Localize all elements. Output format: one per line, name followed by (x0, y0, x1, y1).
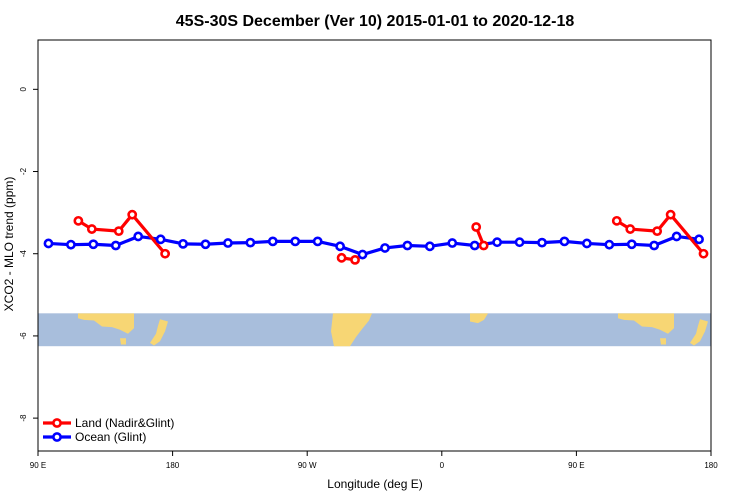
legend-ocean-label: Ocean (Glint) (75, 430, 146, 444)
land-data-point (160, 248, 171, 259)
ocean-data-point (671, 231, 682, 242)
y-tick-label: -6 (19, 332, 28, 340)
land-australia (78, 313, 134, 334)
x-tick-label: 0 (440, 461, 445, 470)
land-africa (470, 313, 488, 324)
land-data-point (127, 209, 138, 220)
ocean-data-point (424, 241, 435, 252)
land-data-point (86, 224, 97, 234)
ocean-data-point (223, 238, 233, 248)
ocean-data-point (267, 236, 278, 247)
map-ocean (38, 313, 711, 347)
land-data-point (336, 252, 347, 263)
ocean-data-point (559, 236, 570, 247)
land-tasmania (660, 338, 666, 345)
y-tick-label: -4 (19, 250, 28, 258)
y-tick-label: -2 (19, 167, 28, 175)
land-data-point (625, 224, 636, 234)
y-axis-label: XCO2 - MLO trend (ppm) (2, 177, 16, 312)
x-tick-label: 90 E (30, 461, 46, 470)
ocean-data-point (43, 238, 54, 249)
ocean-data-point (537, 237, 547, 248)
ocean-data-point (335, 241, 346, 252)
land-data-point (665, 209, 676, 220)
ocean-data-point (312, 236, 323, 247)
chart-title: 45S-30S December (Ver 10) 2015-01-01 to … (176, 13, 575, 30)
legend: Land (Nadir&Glint)Ocean (Glint) (43, 416, 174, 444)
land-new-zealand (150, 319, 168, 346)
ocean-data-point (469, 240, 480, 251)
y-axis: 0 -2 -4 -6 -8 (19, 87, 38, 422)
land-data-point (73, 215, 84, 226)
land-data-point (611, 215, 622, 226)
ocean-data-point (649, 240, 660, 251)
ocean-data-point (245, 237, 256, 248)
ocean-data-point (492, 237, 503, 248)
ocean-data-point (133, 231, 144, 242)
land-data-point (471, 222, 482, 232)
land-data-point (113, 226, 124, 237)
land-data-point (698, 248, 709, 259)
ocean-data-point (604, 239, 615, 250)
legend-land-label: Land (Nadir&Glint) (75, 416, 174, 430)
ocean-data-point (88, 239, 99, 250)
ocean-data-point (626, 239, 637, 250)
x-tick-label: 90 W (298, 461, 317, 470)
legend-ocean-marker (52, 432, 62, 442)
land-south-america (331, 313, 372, 347)
land-data-point (350, 254, 360, 265)
land-new-zealand (690, 319, 708, 346)
ocean-data-point (200, 239, 211, 250)
map-band (38, 313, 711, 347)
x-tick-label: 180 (704, 461, 718, 470)
land-australia (618, 313, 674, 334)
ocean-data-point (290, 236, 301, 247)
ocean-data-point (402, 240, 413, 251)
ocean-data-point (357, 249, 368, 260)
x-axis-label: Longitude (deg E) (327, 477, 422, 491)
ocean-data-point (447, 238, 458, 248)
y-tick-label: 0 (19, 87, 28, 92)
ocean-data-point (581, 238, 592, 249)
x-tick-label: 90 E (568, 461, 584, 470)
x-axis: 90 E 180 90 W 0 90 E 180 (30, 451, 718, 470)
ocean-series-line (48, 234, 700, 257)
land-tasmania (120, 338, 126, 345)
ocean-data-point (155, 234, 166, 245)
ocean-data-point (66, 239, 76, 250)
ocean-data-point (694, 234, 704, 245)
x-tick-label: 180 (166, 461, 180, 470)
ocean-data-point (380, 243, 390, 253)
land-data-point (478, 240, 489, 251)
ocean-data-point (178, 238, 188, 249)
ocean-data-point (514, 237, 525, 248)
ocean-data-point (110, 240, 121, 251)
y-tick-label: -8 (19, 414, 28, 422)
plot-frame (37, 39, 712, 452)
legend-land-marker (52, 418, 62, 428)
land-data-point (652, 226, 663, 237)
